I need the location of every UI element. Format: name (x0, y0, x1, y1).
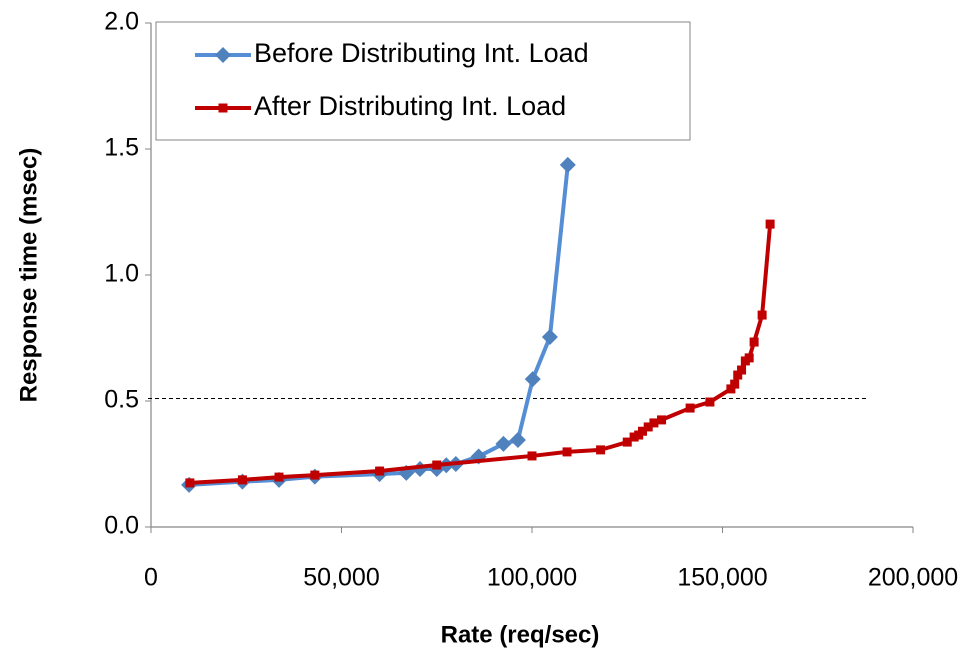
legend-marker (218, 103, 228, 113)
data-point (657, 415, 667, 425)
data-point (765, 219, 775, 229)
y-tick-label: 1.0 (104, 260, 139, 288)
x-tick-label: 200,000 (868, 564, 958, 592)
data-point (562, 447, 572, 457)
series-line (189, 223, 773, 485)
data-point (730, 379, 740, 389)
data-point (705, 397, 715, 407)
legend-marker (215, 47, 231, 63)
data-point (495, 435, 512, 452)
data-point (524, 371, 541, 388)
data-point (541, 328, 558, 345)
data-point (757, 310, 767, 320)
data-point (744, 353, 754, 363)
data-point (733, 370, 743, 380)
data-point (375, 466, 385, 476)
data-point (185, 478, 195, 488)
x-tick-label: 50,000 (303, 564, 379, 592)
data-point (559, 156, 576, 173)
data-point (596, 445, 606, 455)
x-tick-label: 100,000 (487, 564, 577, 592)
series-line (188, 164, 570, 487)
data-point (649, 418, 659, 428)
data-point (432, 460, 442, 470)
y-axis-title: Response time (msec) (15, 148, 42, 403)
data-point (643, 422, 653, 432)
data-point (749, 337, 759, 347)
legend-label: Before Distributing Int. Load (254, 38, 589, 68)
data-point (274, 472, 284, 482)
data-point (726, 384, 736, 394)
legend-label: After Distributing Int. Load (254, 91, 566, 121)
data-point (629, 432, 639, 442)
data-point (527, 451, 537, 461)
data-point (622, 437, 632, 447)
y-tick-label: 0.5 (104, 386, 139, 414)
x-tick-label: 0 (144, 564, 158, 592)
x-tick-label: 150,000 (677, 564, 767, 592)
data-point (637, 426, 647, 436)
data-point (237, 475, 247, 485)
x-axis-title: Rate (req/sec) (441, 621, 600, 648)
legend-box (155, 21, 691, 141)
y-tick-label: 0.0 (104, 512, 139, 540)
data-point (737, 365, 747, 375)
y-tick-label: 1.5 (104, 134, 139, 162)
data-point (685, 403, 695, 413)
y-tick-label: 2.0 (104, 8, 139, 36)
data-point (310, 470, 320, 480)
data-point (509, 432, 526, 449)
